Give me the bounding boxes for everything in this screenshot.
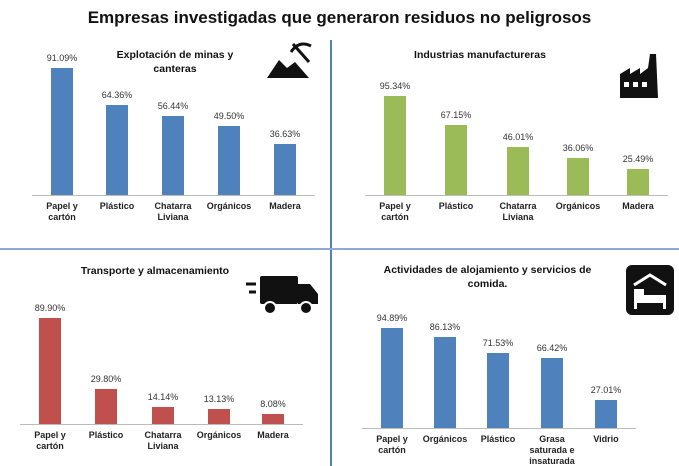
value-label: 64.36% [101,90,133,101]
value-label: 27.01% [590,384,622,395]
value-label: 36.06% [562,142,594,153]
divider-horizontal [0,248,679,250]
panel-title: Transporte y almacenamiento [80,265,230,277]
category-label: Orgánicos [196,430,242,440]
category-label: Orgánicos [206,201,252,211]
bar [262,414,284,424]
value-label: 86.13% [429,322,461,333]
category-label: Plástico [99,201,135,211]
category-label: Papel y cartón [46,201,78,222]
category-label: Plástico [438,201,474,211]
value-label: 95.34% [379,81,411,91]
truck-icon [246,276,318,315]
panel-title: Actividades de alojamiento y servicios d… [383,264,592,290]
axis-line [362,428,636,429]
bar [384,96,406,195]
bar [162,116,184,195]
category-label: Plástico [88,430,124,440]
category-label: Vidrio [593,434,619,444]
category-label: Papel y cartón [379,201,411,222]
category-label: Plástico [480,434,516,444]
bar [51,68,73,195]
category-label: Chatarra Liviana [154,201,192,222]
panel-title: Explotación de minas y canteras [116,49,234,75]
value-label: 25.49% [622,153,654,164]
bar [595,399,617,428]
bar [627,168,649,195]
value-label: 36.63% [269,128,301,139]
value-label: 71.53% [482,337,514,348]
value-label: 49.50% [213,110,245,121]
factory-icon [620,54,658,98]
value-label: 8.08% [260,399,286,410]
bar [106,105,128,195]
bar [208,408,230,424]
category-label: Orgánicos [422,434,468,444]
value-label: 66.42% [536,343,568,353]
category-label: Orgánicos [555,201,601,211]
panel-title: Industrias manufactureras [414,49,546,61]
bar [487,352,509,428]
main-title: Empresas investigadas que generaron resi… [87,8,592,27]
category-label: Madera [622,201,654,211]
category-label: Grasa saturada e insaturada [529,434,575,466]
value-label: 13.13% [203,393,235,404]
value-label: 46.01% [502,132,534,143]
bar [218,125,240,195]
value-label: 29.80% [90,373,122,384]
category-label: Madera [257,430,289,440]
bar [381,328,403,428]
category-label: Papel y cartón [34,430,66,451]
value-label: 67.15% [440,110,472,121]
axis-line [32,195,315,196]
value-label: 91.09% [46,53,78,63]
mining-icon [267,42,312,78]
value-label: 89.90% [34,303,66,313]
bar [39,318,61,424]
value-label: 56.44% [157,101,189,112]
category-label: Papel y cartón [376,434,408,455]
divider-vertical [330,40,332,466]
axis-line [365,195,668,196]
bar [507,147,529,195]
bar [445,125,467,195]
bar [434,337,456,428]
bar [274,143,296,195]
value-label: 14.14% [147,392,179,403]
value-label: 94.89% [376,313,408,323]
bed-icon [626,265,674,315]
bar [95,388,117,424]
bar [541,358,563,428]
category-label: Chatarra Liviana [499,201,537,222]
category-label: Chatarra Liviana [144,430,182,451]
axis-line [20,424,303,425]
category-label: Madera [269,201,301,211]
bar [152,407,174,424]
bar [567,157,589,195]
